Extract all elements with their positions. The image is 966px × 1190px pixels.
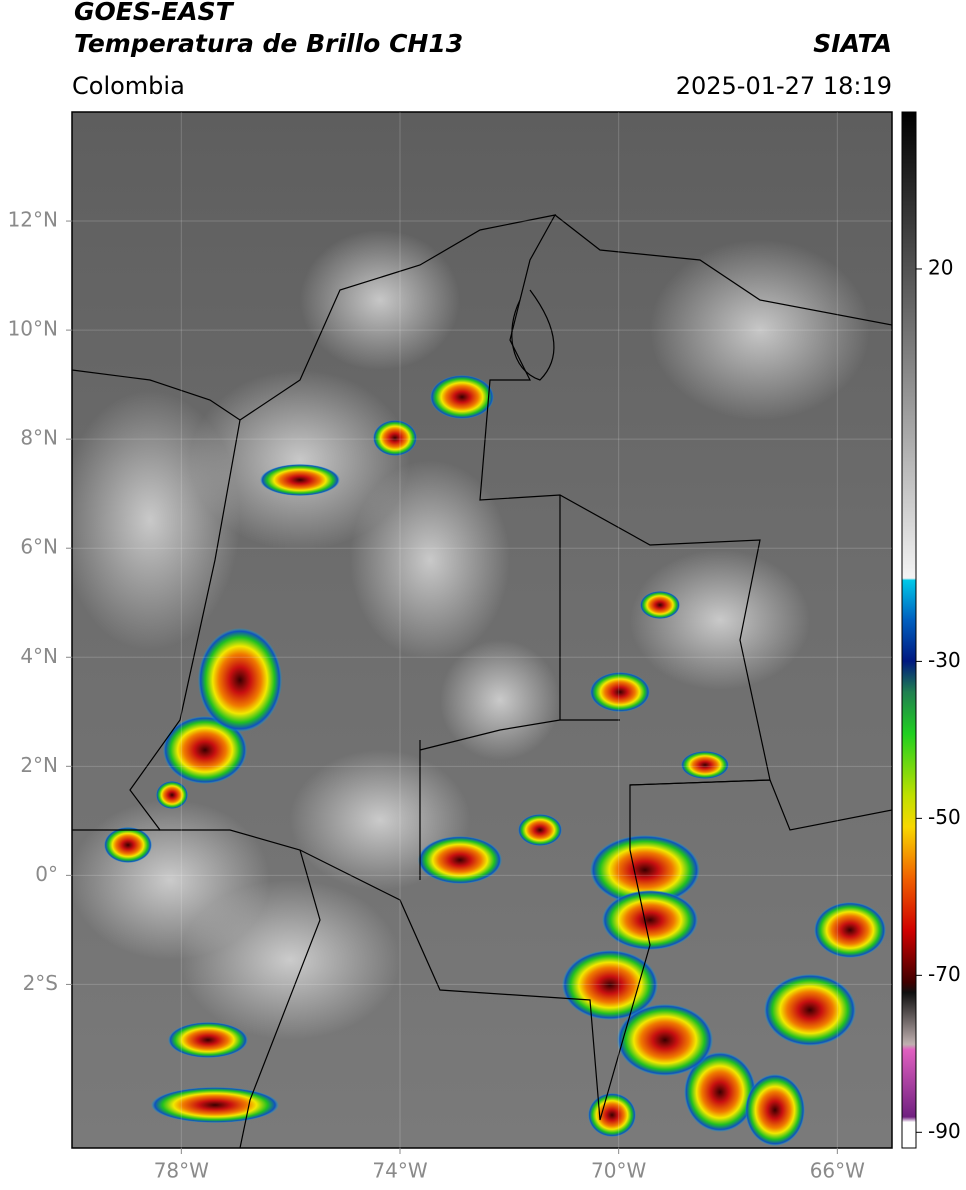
y-tick-label: 10°N <box>8 317 58 341</box>
y-tick-label: 2°S <box>23 971 58 995</box>
y-tick-label: 4°N <box>20 644 58 668</box>
colorbar-tick-label: -30 <box>928 648 961 672</box>
title: GOES-EAST <box>74 0 235 26</box>
y-tick-label: 8°N <box>20 426 58 450</box>
satellite-image <box>72 112 892 1148</box>
colorbar-tick-label: -70 <box>928 962 961 986</box>
y-tick-label: 0° <box>35 862 58 886</box>
datetime: 2025-01-27 18:19 <box>676 72 892 100</box>
colorbar-tick-label: -50 <box>928 805 961 829</box>
colorbar-tick-label: 20 <box>928 255 953 279</box>
x-tick-label: 70°W <box>591 1159 646 1183</box>
y-tick-label: 2°N <box>20 753 58 777</box>
map-frame <box>71 111 893 1149</box>
x-tick-label: 78°W <box>154 1159 209 1183</box>
x-tick-label: 74°W <box>372 1159 427 1183</box>
storm-cells <box>104 375 886 1146</box>
clouds <box>72 230 870 1040</box>
source: SIATA <box>813 29 892 58</box>
y-tick-label: 6°N <box>20 535 58 559</box>
borders <box>72 214 892 1148</box>
region: Colombia <box>72 72 185 100</box>
colorbar-tick-label: -90 <box>928 1119 961 1143</box>
graticule <box>72 112 892 1148</box>
x-tick-label: 66°W <box>810 1159 865 1183</box>
subtitle: Temperatura de Brillo CH13 <box>74 29 463 58</box>
colorbar <box>901 111 917 1149</box>
y-tick-label: 12°N <box>8 208 58 232</box>
